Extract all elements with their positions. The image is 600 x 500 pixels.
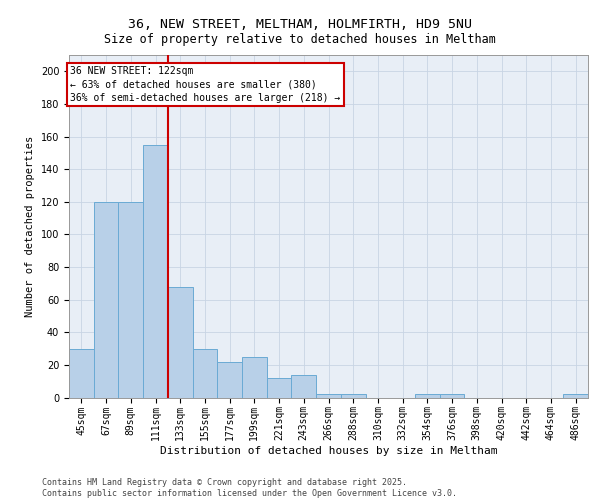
Text: Contains HM Land Registry data © Crown copyright and database right 2025.
Contai: Contains HM Land Registry data © Crown c…: [42, 478, 457, 498]
Bar: [292, 374, 316, 398]
Bar: [143, 144, 168, 398]
Bar: [267, 378, 292, 398]
Bar: [69, 348, 94, 398]
Bar: [242, 356, 267, 398]
Text: 36 NEW STREET: 122sqm
← 63% of detached houses are smaller (380)
36% of semi-det: 36 NEW STREET: 122sqm ← 63% of detached …: [70, 66, 340, 103]
Bar: [168, 286, 193, 398]
Y-axis label: Number of detached properties: Number of detached properties: [25, 136, 35, 317]
Bar: [415, 394, 440, 398]
X-axis label: Distribution of detached houses by size in Meltham: Distribution of detached houses by size …: [160, 446, 497, 456]
Bar: [440, 394, 464, 398]
Bar: [316, 394, 341, 398]
Bar: [94, 202, 118, 398]
Bar: [217, 362, 242, 398]
Bar: [563, 394, 588, 398]
Text: Size of property relative to detached houses in Meltham: Size of property relative to detached ho…: [104, 32, 496, 46]
Bar: [341, 394, 365, 398]
Bar: [193, 348, 217, 398]
Bar: [118, 202, 143, 398]
Text: 36, NEW STREET, MELTHAM, HOLMFIRTH, HD9 5NU: 36, NEW STREET, MELTHAM, HOLMFIRTH, HD9 …: [128, 18, 472, 30]
